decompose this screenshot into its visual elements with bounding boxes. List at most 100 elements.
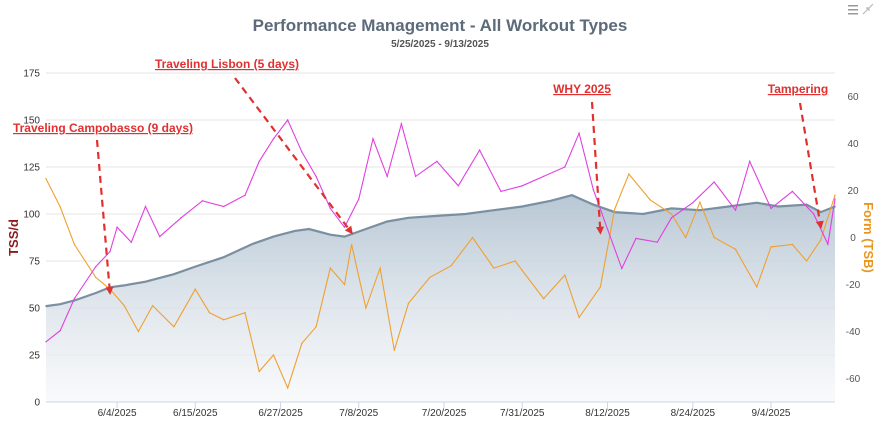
fitness-point <box>173 273 175 275</box>
fitness-point <box>344 236 346 238</box>
fatigue-point <box>259 161 260 162</box>
fatigue-point <box>621 268 622 269</box>
x-axis: 6/4/2025 6/15/2025 6/27/2025 7/8/2025 7/20/2… <box>46 402 835 419</box>
fitness-point <box>123 285 125 287</box>
fatigue-point <box>479 149 480 150</box>
fatigue-point <box>344 226 345 227</box>
form-point <box>792 244 793 245</box>
fitness-point <box>365 228 367 230</box>
form-point <box>820 239 821 240</box>
fatigue-point <box>273 138 274 139</box>
form-point <box>493 267 494 268</box>
fatigue-point <box>244 195 245 196</box>
form-point <box>244 312 245 313</box>
x-tick-label: 7/31/2025 <box>500 408 545 419</box>
form-point <box>152 305 153 306</box>
fatigue-point <box>401 123 402 124</box>
fatigue-point <box>436 161 437 162</box>
x-tick-label: 9/4/2025 <box>752 408 791 419</box>
form-point <box>365 307 366 308</box>
fitness-point <box>642 213 644 215</box>
fatigue-point <box>607 228 608 229</box>
fatigue-point <box>301 151 302 152</box>
form-point <box>543 298 544 299</box>
fatigue-point <box>458 185 459 186</box>
y2-tick-label: 40 <box>847 139 859 150</box>
y2-axis-title: Form (TSB) <box>861 202 876 273</box>
form-point <box>301 343 302 344</box>
fitness-point <box>465 213 467 215</box>
fitness-point <box>330 234 332 236</box>
y-tick-label: 75 <box>29 257 41 268</box>
fatigue-point <box>159 236 160 237</box>
form-point <box>735 249 736 250</box>
fitness-point <box>728 206 730 208</box>
y2-tick-label: -60 <box>846 374 861 385</box>
form-point <box>671 213 672 214</box>
fatigue-point <box>593 189 594 190</box>
fitness-point <box>251 243 253 245</box>
form-point <box>685 237 686 238</box>
fitness-point <box>223 256 225 258</box>
x-tick-label: 6/27/2025 <box>258 408 303 419</box>
fitness-point <box>777 206 779 208</box>
annotation-label: Tampering <box>768 82 828 96</box>
form-point <box>315 326 316 327</box>
fitness-point <box>593 204 595 206</box>
fitness-point <box>59 303 61 305</box>
fitness-point <box>386 221 388 223</box>
hamburger-menu-icon[interactable] <box>847 4 859 15</box>
fitness-point <box>820 211 822 213</box>
x-tick-label: 7/20/2025 <box>422 408 467 419</box>
fatigue-point <box>827 243 828 244</box>
form-point <box>223 319 224 320</box>
form-point <box>351 244 352 245</box>
fatigue-point <box>223 206 224 207</box>
chart-subtitle: 5/25/2025 - 9/13/2025 <box>391 39 489 50</box>
form-point <box>45 178 46 179</box>
y-axis-left: 0 25 50 75 100 125 150 175 <box>23 69 40 409</box>
y-axis-title: TSS/d <box>6 219 21 256</box>
form-point <box>514 260 515 261</box>
fatigue-point <box>564 166 565 167</box>
fatigue-point <box>74 298 75 299</box>
fatigue-point <box>813 213 814 214</box>
form-point <box>287 387 288 388</box>
y2-tick-label: 0 <box>850 233 856 244</box>
form-point <box>578 317 579 318</box>
fatigue-point <box>749 161 750 162</box>
fatigue-point <box>330 208 331 209</box>
x-tick-label: 8/12/2025 <box>585 408 630 419</box>
form-point <box>74 244 75 245</box>
fatigue-point <box>180 217 181 218</box>
fitness-point <box>699 209 701 211</box>
fitness-point <box>273 236 275 238</box>
fatigue-point <box>372 138 373 139</box>
expand-icon[interactable] <box>863 4 873 14</box>
fatigue-point <box>315 176 316 177</box>
form-point <box>379 267 380 268</box>
annotation-arrow <box>235 78 352 233</box>
form-point <box>564 274 565 275</box>
fatigue-point <box>792 191 793 192</box>
annotation-label: WHY 2025 <box>553 82 611 96</box>
y-tick-label: 0 <box>34 398 40 409</box>
form-point <box>756 286 757 287</box>
y-tick-label: 25 <box>29 351 41 362</box>
y-axis-right: -60 -40 -20 0 20 40 60 <box>846 92 861 385</box>
fatigue-point <box>287 119 288 120</box>
form-point <box>472 237 473 238</box>
y2-tick-label: 20 <box>847 186 859 197</box>
y-tick-label: 100 <box>23 210 40 221</box>
form-point <box>614 209 615 210</box>
fatigue-point <box>578 132 579 133</box>
annotation-label: Traveling Campobasso (9 days) <box>13 121 193 135</box>
fitness-point <box>194 266 196 268</box>
form-point <box>209 312 210 313</box>
fatigue-point <box>713 181 714 182</box>
form-point <box>95 277 96 278</box>
y-tick-label: 125 <box>23 163 40 174</box>
form-point <box>450 265 451 266</box>
fatigue-point <box>145 206 146 207</box>
